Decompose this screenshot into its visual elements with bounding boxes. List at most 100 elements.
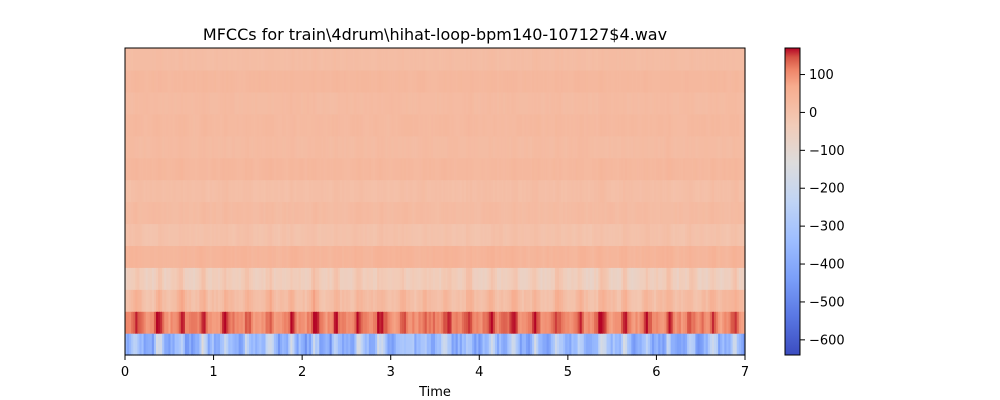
- heatmap-cell: [329, 157, 333, 181]
- heatmap-cell: [271, 245, 275, 268]
- heatmap-cell: [261, 113, 265, 137]
- heatmap-cell: [430, 267, 434, 290]
- heatmap-cell: [530, 333, 533, 356]
- heatmap-cell: [401, 113, 405, 137]
- heatmap-cell: [606, 311, 610, 334]
- heatmap-cell: [327, 69, 331, 93]
- heatmap-cell: [550, 311, 554, 334]
- heatmap-cell: [242, 91, 246, 115]
- heatmap-cell: [639, 91, 643, 115]
- heatmap-cell: [600, 48, 603, 71]
- heatmap-cell: [170, 179, 174, 203]
- heatmap-cell: [220, 333, 223, 356]
- heatmap-cell: [135, 201, 138, 225]
- heatmap-cell: [325, 245, 329, 268]
- heatmap-cell: [517, 311, 521, 334]
- heatmap-cell: [459, 113, 463, 137]
- heatmap-cell: [151, 179, 155, 203]
- heatmap-cell: [480, 179, 484, 203]
- heatmap-cell: [513, 113, 517, 137]
- heatmap-cell: [621, 245, 624, 268]
- heatmap-cell: [430, 135, 434, 159]
- heatmap-cell: [240, 311, 244, 334]
- heatmap-cell: [207, 201, 211, 225]
- heatmap-cell: [325, 311, 329, 334]
- heatmap-cell: [153, 179, 157, 203]
- heatmap-cell: [193, 135, 196, 159]
- heatmap-cell: [718, 311, 721, 334]
- heatmap-cell: [344, 245, 347, 268]
- heatmap-cell: [373, 223, 376, 246]
- heatmap-cell: [327, 48, 331, 71]
- heatmap-cell: [492, 48, 496, 71]
- heatmap-cell: [736, 48, 740, 71]
- heatmap-cell: [474, 311, 477, 334]
- heatmap-cell: [451, 333, 455, 356]
- heatmap-cell: [435, 289, 438, 312]
- heatmap-cell: [738, 69, 742, 93]
- heatmap-cell: [685, 289, 688, 312]
- heatmap-cell: [280, 48, 283, 71]
- heatmap-cell: [269, 69, 273, 93]
- heatmap-cell: [612, 245, 616, 268]
- heatmap-cell: [344, 267, 347, 290]
- heatmap-cell: [594, 201, 597, 225]
- heatmap-cell: [275, 48, 279, 71]
- heatmap-cell: [271, 333, 275, 356]
- heatmap-cell: [141, 179, 145, 203]
- heatmap-cell: [546, 223, 550, 246]
- heatmap-cell: [137, 113, 141, 137]
- heatmap-cell: [273, 223, 277, 246]
- heatmap-cell: [404, 311, 407, 334]
- heatmap-cell: [368, 267, 372, 290]
- heatmap-cell: [449, 245, 453, 268]
- heatmap-cell: [387, 91, 391, 115]
- heatmap-cell: [515, 157, 519, 181]
- heatmap-cell: [697, 311, 701, 334]
- heatmap-cell: [714, 311, 717, 334]
- heatmap-cell: [375, 135, 378, 159]
- heatmap-cell: [240, 223, 244, 246]
- heatmap-cell: [497, 267, 500, 290]
- heatmap-cell: [327, 179, 331, 203]
- heatmap-cell: [511, 48, 515, 71]
- heatmap-cell: [437, 201, 440, 225]
- heatmap-cell: [432, 267, 436, 290]
- heatmap-cell: [511, 135, 515, 159]
- heatmap-cell: [238, 289, 242, 312]
- heatmap-cell: [519, 223, 523, 246]
- heatmap-cell: [575, 289, 579, 312]
- heatmap-cell: [689, 113, 692, 137]
- heatmap-cell: [381, 48, 384, 71]
- heatmap-cell: [420, 289, 424, 312]
- heatmap-cell: [656, 157, 659, 181]
- heatmap-cell: [703, 223, 707, 246]
- heatmap-cell: [711, 113, 715, 137]
- heatmap-cell: [730, 135, 734, 159]
- heatmap-cell: [275, 311, 279, 334]
- heatmap-cell: [544, 333, 548, 356]
- heatmap-cell: [432, 91, 436, 115]
- heatmap-cell: [461, 201, 465, 225]
- heatmap-cell: [189, 267, 192, 290]
- heatmap-cell: [592, 69, 595, 93]
- heatmap-cell: [147, 179, 151, 203]
- heatmap-cell: [395, 69, 399, 93]
- heatmap-cell: [685, 48, 688, 71]
- heatmap-cell: [207, 245, 211, 268]
- heatmap-cell: [538, 223, 541, 246]
- heatmap-cell: [670, 201, 674, 225]
- heatmap-cell: [614, 223, 618, 246]
- heatmap-cell: [513, 267, 517, 290]
- heatmap-cell: [703, 69, 707, 93]
- heatmap-cell: [354, 311, 358, 334]
- heatmap-cell: [360, 157, 364, 181]
- heatmap-cell: [643, 311, 647, 334]
- heatmap-cell: [695, 179, 699, 203]
- heatmap-cell: [414, 113, 417, 137]
- heatmap-cell: [482, 289, 486, 312]
- heatmap-cell: [494, 245, 498, 268]
- heatmap-cell: [215, 333, 219, 356]
- heatmap-cell: [358, 245, 362, 268]
- heatmap-cell: [137, 157, 141, 181]
